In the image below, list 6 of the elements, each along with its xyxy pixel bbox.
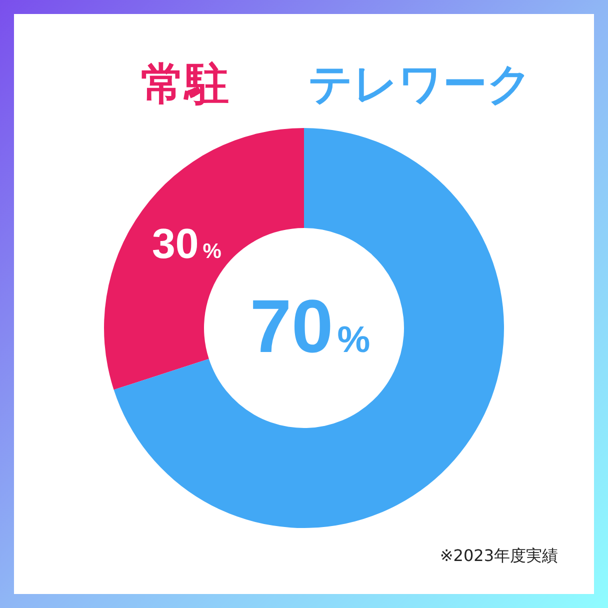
data-label: 30% bbox=[152, 220, 222, 267]
donut-slice bbox=[114, 128, 504, 528]
slice-label: 常駐 bbox=[141, 59, 229, 110]
data-label: 70% bbox=[250, 284, 370, 368]
text: ※2023年度実績 bbox=[440, 546, 558, 567]
slice-label: テレワーク bbox=[308, 59, 532, 110]
